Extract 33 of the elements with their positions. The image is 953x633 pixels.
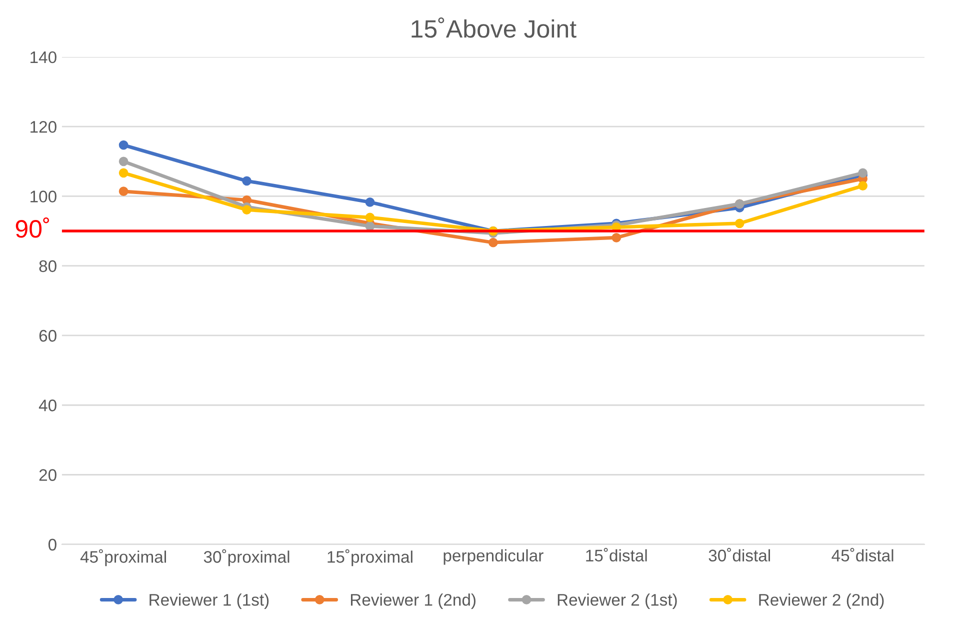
legend-label: Reviewer 1 (1st)	[150, 594, 269, 610]
x-tick-label: 30˚proximal	[204, 549, 290, 566]
point	[118, 140, 128, 150]
legend-label: Reviewer 2 (2nd)	[759, 594, 884, 610]
point	[118, 186, 128, 196]
y-tick-label: 40	[38, 400, 56, 412]
point	[118, 168, 128, 178]
point	[488, 238, 498, 248]
y-tick-label: 20	[39, 469, 56, 481]
legend-label: Reviewer 2 (1st)	[558, 594, 677, 610]
x-tick-label: 15˚proximal	[328, 549, 412, 566]
y-tick-label: 0	[48, 538, 56, 551]
chart-title: 15˚Above Joint	[412, 17, 576, 38]
x-tick-label: 45˚proximal	[80, 549, 166, 566]
x-tick-label: perpendicular	[444, 549, 544, 565]
y-tick-label: 140	[30, 51, 56, 64]
point	[365, 212, 375, 222]
point	[242, 205, 252, 214]
point	[242, 176, 252, 186]
point	[612, 232, 622, 242]
y-tick-label: 60	[39, 330, 56, 342]
point	[858, 181, 868, 190]
x-tick-label: 45˚distal	[832, 548, 894, 562]
ref-line-label: 90˚	[16, 217, 50, 238]
point	[365, 197, 375, 207]
point	[118, 156, 128, 166]
y-tick-label: 100	[30, 190, 56, 202]
legend-label: Reviewer 1 (2nd)	[350, 594, 476, 610]
y-tick-label: 80	[39, 260, 56, 272]
x-tick-label: 30˚distal	[708, 548, 770, 562]
point	[734, 218, 744, 228]
y-tick-label: 120	[30, 121, 56, 133]
x-tick-label: 15˚distal	[586, 548, 647, 562]
